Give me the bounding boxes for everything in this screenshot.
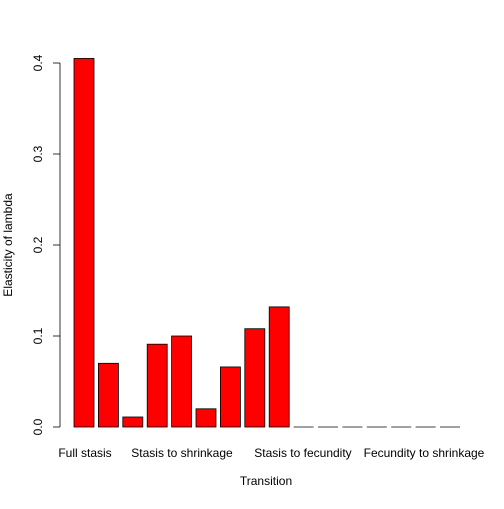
bar-1 [73,58,95,428]
bar-6 [195,408,217,428]
x-group-label: Stasis to shrinkage [131,446,233,460]
x-group-label: Full stasis [58,446,111,460]
x-group-label: Fecundity to shrinkage [364,446,485,460]
y-tick-label: 0.3 [31,145,45,162]
y-axis-label: Elasticity of lambda [1,193,15,297]
bar-7 [219,366,241,428]
y-tick-label: 0.0 [31,418,45,435]
y-axis: 0.0 0.1 0.2 0.3 0.4 [31,54,61,435]
bars-group [73,58,460,428]
y-tick-label: 0.4 [31,54,45,71]
bar-4 [146,343,168,428]
bar-9 [268,306,290,428]
bar-3 [122,416,144,428]
bar-8 [244,328,266,428]
bar-5 [171,335,193,428]
x-axis-group-labels: Full stasis Stasis to shrinkage Stasis to … [58,446,484,460]
bar-2 [98,362,119,428]
x-axis-label: Transition [240,474,292,488]
x-group-label: Stasis to fecundity [254,446,351,460]
y-tick-label: 0.1 [31,327,45,344]
y-tick-label: 0.2 [31,236,45,253]
